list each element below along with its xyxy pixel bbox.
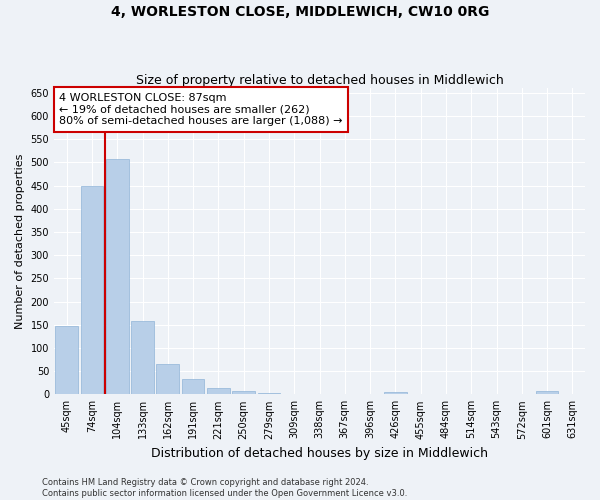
Bar xyxy=(207,388,230,394)
Title: Size of property relative to detached houses in Middlewich: Size of property relative to detached ho… xyxy=(136,74,503,87)
Bar xyxy=(157,364,179,394)
Bar xyxy=(131,321,154,394)
X-axis label: Distribution of detached houses by size in Middlewich: Distribution of detached houses by size … xyxy=(151,447,488,460)
Bar xyxy=(232,391,255,394)
Y-axis label: Number of detached properties: Number of detached properties xyxy=(15,154,25,329)
Text: 4, WORLESTON CLOSE, MIDDLEWICH, CW10 0RG: 4, WORLESTON CLOSE, MIDDLEWICH, CW10 0RG xyxy=(111,5,489,19)
Bar xyxy=(536,391,559,394)
Bar xyxy=(384,392,407,394)
Bar xyxy=(182,378,205,394)
Text: 4 WORLESTON CLOSE: 87sqm
← 19% of detached houses are smaller (262)
80% of semi-: 4 WORLESTON CLOSE: 87sqm ← 19% of detach… xyxy=(59,93,343,126)
Bar xyxy=(55,326,78,394)
Bar xyxy=(80,186,103,394)
Bar xyxy=(106,159,128,394)
Bar xyxy=(257,393,280,394)
Text: Contains HM Land Registry data © Crown copyright and database right 2024.
Contai: Contains HM Land Registry data © Crown c… xyxy=(42,478,407,498)
